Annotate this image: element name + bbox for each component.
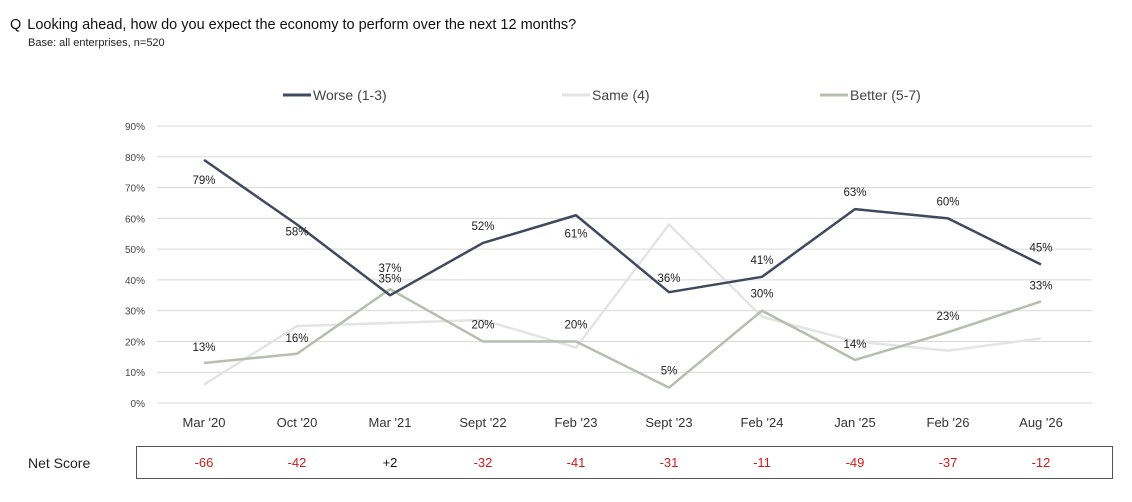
question-letter: Q (10, 17, 22, 33)
data-label-better: 5% (661, 366, 678, 378)
y-tick-label: 20% (125, 337, 145, 348)
net-score-label: Net Score (28, 455, 91, 471)
net-score-value: -37 (938, 455, 958, 470)
net-score-value: -41 (566, 455, 586, 470)
y-tick-label: 90% (125, 122, 145, 133)
legend-label-better: Better (5-7) (850, 87, 921, 103)
x-axis-ticks: Mar '20 Oct '20 Mar '21 Sept '22 Feb '23 Sept… (183, 415, 1063, 430)
y-tick-label: 30% (125, 307, 145, 318)
data-label-worse: 58% (285, 226, 308, 238)
legend-label-worse: Worse (1-3) (313, 87, 387, 103)
data-label-better: 37% (378, 263, 401, 275)
x-tick-label: Aug '26 (1019, 415, 1063, 430)
question-text: Q Looking ahead, how do you expect the ec… (10, 17, 576, 33)
net-score-value: -31 (659, 455, 679, 470)
net-score-value: -49 (845, 455, 865, 470)
net-score-value: -42 (287, 455, 307, 470)
question-body: Looking ahead, how do you expect the eco… (27, 17, 577, 33)
data-label-worse: 79% (192, 175, 215, 187)
series-line-worse (203, 158, 1042, 297)
data-labels: 13% 16% 37% 20% 20% 5% 30% 14% 23% 33% 79% 58% 35% 52… (192, 175, 1052, 378)
net-score-box (136, 446, 1113, 479)
data-label-better: 13% (192, 342, 215, 354)
data-label-better: 20% (471, 319, 494, 331)
grid-lines (157, 125, 1092, 404)
x-tick-label: Sept '22 (459, 415, 506, 430)
data-label-worse: 35% (378, 273, 401, 285)
x-tick-label: Jan '25 (834, 415, 876, 430)
x-tick-label: Feb '26 (927, 415, 970, 430)
x-tick-label: Mar '20 (183, 415, 226, 430)
data-label-worse: 45% (1029, 243, 1052, 255)
net-score-value: -32 (473, 455, 493, 470)
net-score-value: -66 (194, 455, 214, 470)
series-line-better (203, 287, 1042, 389)
net-score-value: +2 (382, 455, 398, 470)
y-tick-label: 0% (131, 399, 146, 410)
y-tick-label: 80% (125, 153, 145, 164)
data-label-better: 14% (843, 339, 866, 351)
data-label-worse: 41% (750, 255, 773, 267)
data-label-worse: 36% (657, 273, 680, 285)
base-note: Base: all enterprises, n=520 (28, 37, 165, 49)
data-label-worse: 52% (471, 221, 494, 233)
data-label-better: 30% (750, 289, 773, 301)
data-label-worse: 61% (564, 228, 587, 240)
y-tick-label: 60% (125, 214, 145, 225)
y-tick-label: 40% (125, 276, 145, 287)
x-tick-label: Feb '24 (741, 415, 784, 430)
data-label-worse: 63% (843, 187, 866, 199)
net-score-value: -12 (1031, 455, 1051, 470)
series-lines (203, 158, 1042, 389)
line-chart: 0% 10% 20% 30% 40% 50% 60% 70% 80% 90% Mar '20 Oct… (125, 87, 1092, 430)
x-tick-label: Sept '23 (645, 415, 692, 430)
net-score-value: -11 (753, 455, 771, 470)
legend-label-same: Same (4) (592, 87, 650, 103)
x-tick-label: Feb '23 (555, 415, 598, 430)
y-axis-ticks: 0% 10% 20% 30% 40% 50% 60% 70% 80% 90% (125, 122, 145, 410)
data-label-better: 16% (285, 333, 308, 345)
x-tick-label: Mar '21 (369, 415, 412, 430)
y-tick-label: 70% (125, 184, 145, 195)
legend: Worse (1-3) Same (4) Better (5-7) (283, 87, 921, 103)
data-label-better: 20% (564, 319, 587, 331)
data-label-better: 33% (1029, 280, 1052, 292)
data-label-worse: 60% (936, 196, 959, 208)
y-tick-label: 10% (125, 368, 145, 379)
x-tick-label: Oct '20 (277, 415, 318, 430)
y-tick-label: 50% (125, 245, 145, 256)
data-label-better: 23% (936, 311, 959, 323)
